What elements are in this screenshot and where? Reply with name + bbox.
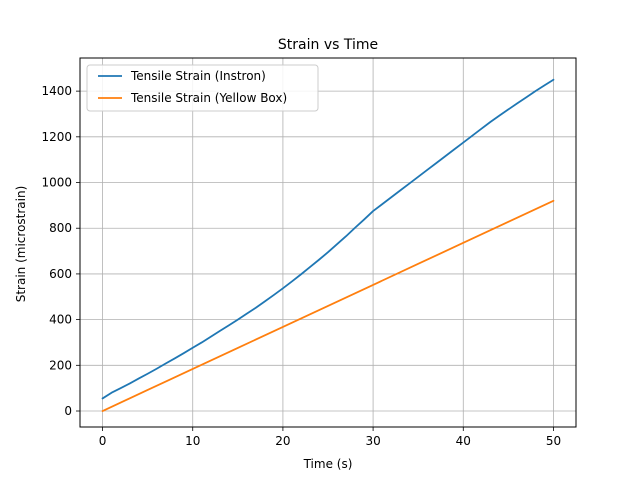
- x-tick-label: 30: [365, 434, 380, 448]
- x-tick-label: 0: [99, 434, 107, 448]
- y-tick-label: 200: [49, 358, 72, 372]
- y-tick-label: 800: [49, 221, 72, 235]
- legend: Tensile Strain (Instron) Tensile Strain …: [86, 64, 319, 112]
- y-tick-label: 0: [64, 404, 72, 418]
- x-tick-label: 50: [546, 434, 561, 448]
- y-tick-label: 400: [49, 313, 72, 327]
- x-tick-label: 10: [185, 434, 200, 448]
- series-line-instron: [101, 78, 555, 400]
- legend-label-instron: Tensile Strain (Instron): [130, 69, 266, 83]
- y-tick-label: 600: [49, 267, 72, 281]
- series-line-yellow-box: [101, 199, 555, 412]
- y-tick-label: 1200: [41, 130, 72, 144]
- legend-box: [86, 64, 319, 112]
- y-tick-label: 1400: [41, 84, 72, 98]
- x-axis-label: Time (s): [303, 457, 353, 471]
- legend-label-yellow-box: Tensile Strain (Yellow Box): [130, 91, 287, 105]
- plot-frame: [79, 57, 577, 428]
- series-layer: [101, 78, 555, 412]
- x-tick-label: 20: [275, 434, 290, 448]
- chart-title: Strain vs Time: [278, 37, 378, 53]
- y-axis-label: Strain (microstrain): [14, 186, 28, 303]
- x-axis: 0 10 20 30 40 50: [99, 427, 561, 448]
- y-tick-label: 1000: [41, 176, 72, 190]
- y-axis: 0 200 400 600 800 1000 1200 1400: [41, 84, 80, 418]
- x-tick-label: 40: [456, 434, 471, 448]
